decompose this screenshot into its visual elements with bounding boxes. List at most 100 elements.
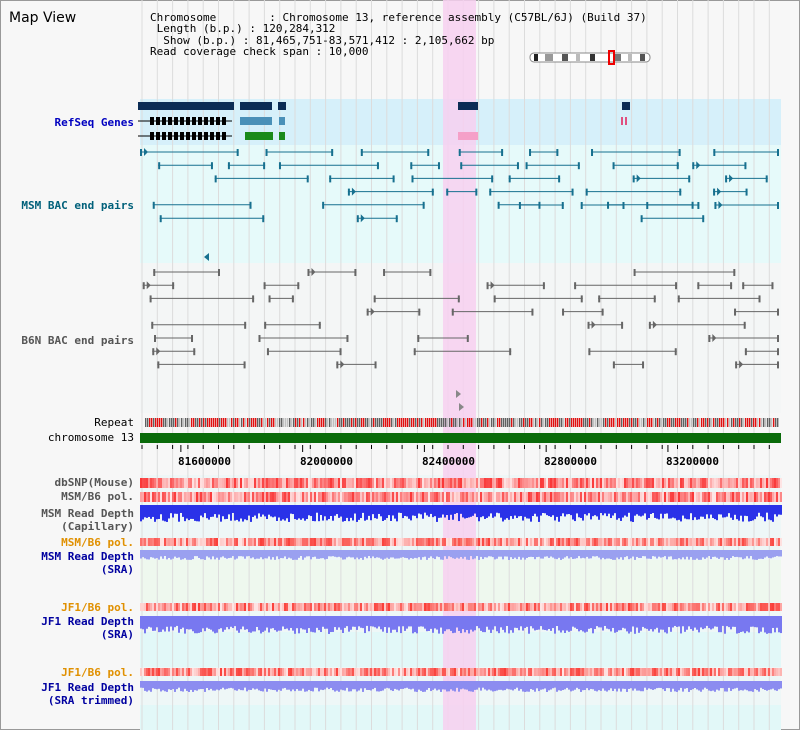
- read-depth-bar: [460, 550, 462, 557]
- read-depth-bar: [406, 550, 408, 559]
- label-jf1-read-depth-trim[interactable]: JF1 Read Depth: [41, 681, 134, 694]
- read-depth-bar: [722, 550, 724, 558]
- repeat-mark: [275, 418, 277, 427]
- read-depth-bar: [762, 681, 764, 690]
- bac-end-marker: [149, 295, 152, 303]
- read-depth-bar: [668, 681, 670, 689]
- read-depth-bar: [202, 505, 204, 518]
- label-msm-read-depth-cap[interactable]: MSM Read Depth: [41, 507, 134, 520]
- read-depth-bar: [280, 616, 282, 631]
- label-jf1-b6-pol-1[interactable]: JF1/B6 pol.: [61, 601, 134, 614]
- pol-heat-mark: [712, 603, 714, 611]
- pol-heat-mark: [228, 478, 230, 488]
- bac-end-marker: [466, 335, 469, 342]
- pol-heat-mark: [170, 492, 172, 502]
- read-depth-bar: [708, 505, 710, 519]
- bac-end-marker: [632, 175, 635, 183]
- pol-heat-mark: [520, 603, 522, 611]
- read-depth-bar: [224, 681, 226, 690]
- label-refseq-genes[interactable]: RefSeq Genes: [54, 116, 134, 129]
- pol-heat-mark: [288, 538, 290, 546]
- pol-heat-mark: [264, 538, 266, 546]
- bac-end-marker: [580, 202, 583, 209]
- read-depth-bar: [282, 550, 284, 559]
- pol-heat-mark: [648, 478, 650, 488]
- pol-heat-mark: [438, 538, 440, 546]
- pol-heat-mark: [314, 538, 316, 546]
- bac-end-arrow: [456, 390, 461, 398]
- repeat-mark: [265, 418, 267, 427]
- read-depth-bar: [468, 681, 470, 692]
- bac-end-marker: [360, 149, 363, 156]
- pol-heat-mark: [158, 603, 160, 611]
- read-depth-bar: [728, 505, 730, 514]
- read-depth-bar: [710, 505, 712, 515]
- label-msm-bac[interactable]: MSM BAC end pairs: [21, 199, 134, 212]
- read-depth-bar: [678, 681, 680, 691]
- repeat-mark: [363, 418, 365, 427]
- gene-exon: [162, 132, 166, 140]
- pol-heat-mark: [548, 668, 550, 676]
- pol-heat-mark: [228, 668, 230, 676]
- pol-heat-mark: [358, 538, 360, 546]
- pol-heat-mark: [474, 492, 476, 502]
- pol-heat-mark: [494, 478, 496, 488]
- pol-heat-mark: [628, 538, 630, 546]
- pol-heat-mark: [580, 478, 582, 488]
- label-msm-read-depth-sra[interactable]: MSM Read Depth: [41, 550, 134, 563]
- repeat-mark: [701, 418, 703, 427]
- pol-heat-mark: [352, 538, 354, 546]
- repeat-mark: [349, 418, 351, 427]
- repeat-mark: [619, 418, 621, 427]
- label-b6n-bac[interactable]: B6N BAC end pairs: [21, 334, 134, 347]
- bac-end-marker: [777, 202, 779, 209]
- label-jf1-read-depth-sra[interactable]: JF1 Read Depth: [41, 615, 134, 628]
- bac-end-marker: [268, 295, 271, 303]
- read-depth-bar: [654, 616, 656, 630]
- label-msm-b6-pol-2[interactable]: MSM/B6 pol.: [61, 536, 134, 549]
- read-depth-bar: [216, 616, 218, 633]
- read-depth-bar: [538, 505, 540, 522]
- bac-end-marker: [258, 335, 261, 342]
- label-dbsnp[interactable]: dbSNP(Mouse): [54, 476, 134, 489]
- label-msm-b6-pol-1[interactable]: MSM/B6 pol.: [61, 490, 134, 503]
- gene-exon: [168, 117, 172, 125]
- pol-heat-mark: [778, 478, 780, 488]
- pol-heat-mark: [770, 478, 772, 488]
- pol-heat-mark: [620, 478, 622, 488]
- pol-heat-mark: [288, 492, 290, 502]
- repeat-mark: [599, 418, 601, 427]
- read-depth-bar: [528, 681, 530, 692]
- pol-heat-mark: [534, 603, 536, 611]
- pol-heat-mark: [244, 603, 246, 611]
- bac-end-arrow: [311, 268, 316, 276]
- pol-heat-mark: [140, 478, 142, 488]
- read-depth-bar: [548, 616, 550, 629]
- pol-heat-mark: [218, 492, 220, 502]
- repeat-mark: [337, 418, 339, 427]
- pol-heat-mark: [260, 478, 262, 488]
- repeat-mark: [305, 418, 307, 427]
- pol-heat-mark: [764, 538, 766, 546]
- repeat-mark: [541, 418, 543, 427]
- pol-heat-mark: [562, 603, 564, 611]
- pol-heat-mark: [548, 492, 550, 502]
- read-depth-bar: [430, 550, 432, 557]
- read-depth-bar: [516, 681, 518, 688]
- read-depth-bar: [392, 681, 394, 692]
- pol-heat-mark: [504, 603, 506, 611]
- read-depth-bar: [708, 550, 710, 557]
- pol-heat-mark: [238, 603, 240, 611]
- pol-heat-mark: [632, 538, 634, 546]
- label-jf1-b6-pol-2[interactable]: JF1/B6 pol.: [61, 666, 134, 679]
- pol-heat-mark: [338, 668, 340, 676]
- pol-heat-mark: [462, 668, 464, 676]
- repeat-mark: [447, 418, 449, 427]
- read-depth-bar: [506, 616, 508, 626]
- pol-heat-mark: [240, 492, 242, 502]
- read-depth-bar: [184, 505, 186, 522]
- read-depth-bar: [452, 550, 454, 559]
- read-depth-bar: [174, 505, 176, 514]
- pol-heat-mark: [486, 478, 488, 488]
